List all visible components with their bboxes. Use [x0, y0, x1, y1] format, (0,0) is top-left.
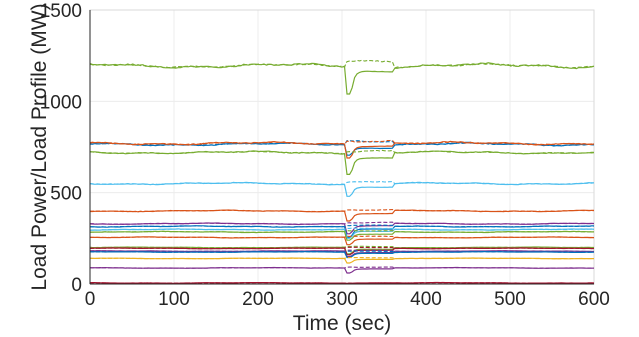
y-tick-label: 1000 — [40, 92, 82, 113]
series-load-line — [89, 257, 594, 264]
x-tick-label: 500 — [494, 289, 526, 310]
series-load-line — [90, 236, 595, 246]
y-tick-label: 500 — [50, 184, 82, 205]
y-tick-labels: 0 500 1000 1500 — [40, 1, 82, 296]
series-load-line — [90, 209, 595, 222]
axes — [89, 10, 594, 285]
x-tick-labels: 0 100 200 300 400 500 600 — [85, 289, 610, 310]
series-load-line — [89, 247, 595, 256]
series-load-line — [89, 181, 595, 197]
series-load-line — [89, 222, 595, 235]
series-layer — [89, 59, 595, 284]
grid — [89, 9, 595, 285]
series-load-line — [90, 141, 595, 156]
series-load-line — [90, 266, 595, 274]
y-axis-title: Load Power/Load Profile (MW) — [28, 3, 51, 290]
series-load-line — [90, 225, 595, 238]
x-tick-label: 300 — [326, 289, 358, 310]
y-tick-label: 0 — [71, 275, 82, 296]
series-load-line — [89, 281, 595, 284]
series-load-line — [89, 250, 594, 258]
series-load-line — [89, 230, 594, 241]
x-tick-label: 200 — [242, 289, 274, 310]
y-tick-label: 1500 — [40, 1, 82, 22]
x-axis-title: Time (sec) — [293, 312, 391, 335]
series-load-line — [89, 150, 595, 175]
series-load-line — [89, 228, 595, 239]
series-load-line — [89, 250, 595, 259]
x-tick-label: 0 — [85, 289, 96, 310]
x-tick-label: 600 — [578, 289, 610, 310]
x-tick-label: 400 — [410, 289, 442, 310]
series-load-line — [89, 140, 595, 159]
x-tick-label: 100 — [158, 289, 190, 310]
series-load-line — [89, 62, 595, 95]
